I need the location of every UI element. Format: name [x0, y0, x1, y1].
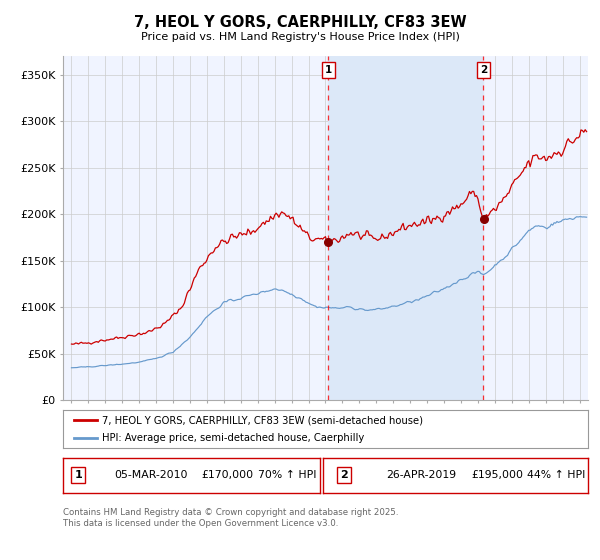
Text: 2: 2	[480, 65, 487, 75]
Text: 44% ↑ HPI: 44% ↑ HPI	[527, 470, 586, 480]
Text: 1: 1	[325, 65, 332, 75]
Text: 7, HEOL Y GORS, CAERPHILLY, CF83 3EW (semi-detached house): 7, HEOL Y GORS, CAERPHILLY, CF83 3EW (se…	[103, 415, 424, 425]
Text: HPI: Average price, semi-detached house, Caerphilly: HPI: Average price, semi-detached house,…	[103, 433, 365, 443]
Text: 2: 2	[340, 470, 348, 480]
Text: £195,000: £195,000	[472, 470, 523, 480]
Text: 70% ↑ HPI: 70% ↑ HPI	[258, 470, 317, 480]
Text: 26-APR-2019: 26-APR-2019	[386, 470, 457, 480]
Text: 7, HEOL Y GORS, CAERPHILLY, CF83 3EW: 7, HEOL Y GORS, CAERPHILLY, CF83 3EW	[134, 15, 466, 30]
Text: 1: 1	[74, 470, 82, 480]
Bar	[328, 56, 484, 400]
Text: Contains HM Land Registry data © Crown copyright and database right 2025.
This d: Contains HM Land Registry data © Crown c…	[63, 508, 398, 528]
Text: Price paid vs. HM Land Registry's House Price Index (HPI): Price paid vs. HM Land Registry's House …	[140, 32, 460, 43]
Text: £170,000: £170,000	[202, 470, 254, 480]
Text: 05-MAR-2010: 05-MAR-2010	[115, 470, 188, 480]
